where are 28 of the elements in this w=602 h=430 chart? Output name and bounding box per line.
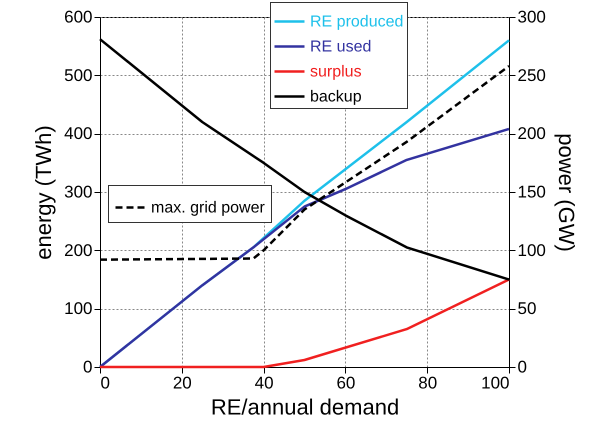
y-axis-title: energy (TWh) (31, 125, 56, 260)
legend-label: RE used (310, 38, 372, 56)
legend-label: backup (310, 88, 362, 106)
y-tick-label: 300 (64, 182, 92, 202)
x-tick-label: 20 (172, 374, 192, 392)
x-tick-label: 0 (100, 374, 110, 392)
legend-label: RE produced (310, 14, 404, 30)
y-tick-label: 500 (64, 66, 92, 85)
y-tick-label: 200 (64, 240, 92, 260)
x-tick-label: 80 (418, 374, 438, 392)
legend-label: max. grid power (151, 200, 266, 216)
x-tick-label: 60 (336, 374, 356, 392)
y2-tick-label: 100 (518, 240, 546, 260)
y-tick-label: 0 (83, 358, 92, 376)
y-tick-label: 100 (64, 299, 92, 318)
y2-tick-label: 200 (518, 124, 546, 144)
x-axis-title: RE/annual demand (210, 394, 400, 420)
y2-tick-label: 0 (518, 358, 527, 376)
x-tick-label: 40 (254, 374, 274, 392)
y2-tick-label: 150 (518, 182, 546, 202)
y-tick-label: 400 (64, 124, 92, 144)
x-tick-label: 100 (481, 374, 510, 392)
legend-label: surplus (310, 64, 362, 80)
y2-axis-title: power (GW) (554, 133, 579, 252)
y-tick-label: 600 (64, 8, 92, 26)
y2-tick-label: 50 (518, 299, 536, 318)
y2-tick-label: 250 (518, 66, 546, 85)
y2-tick-label: 300 (518, 8, 546, 26)
